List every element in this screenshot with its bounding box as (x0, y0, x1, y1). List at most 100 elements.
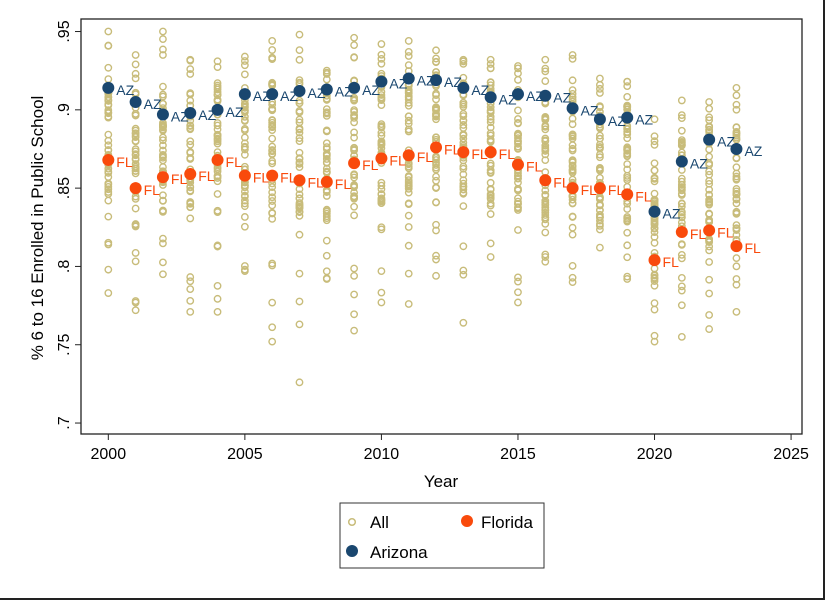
all-point (568, 76, 577, 85)
all-point (650, 277, 659, 285)
all-point (131, 204, 140, 213)
all-point (514, 273, 522, 282)
all-point (705, 185, 714, 194)
all-point (732, 190, 741, 198)
florida-point-label: FL (144, 182, 161, 198)
all-point (159, 239, 167, 248)
all-point (568, 262, 577, 270)
florida-point (320, 175, 333, 188)
all-point (541, 211, 550, 219)
all-point (350, 53, 359, 62)
all-point (159, 163, 167, 171)
florida-point (730, 240, 743, 253)
all-point (677, 126, 686, 135)
florida-point (293, 174, 306, 187)
all-point (131, 126, 140, 135)
all-point (240, 57, 249, 65)
all-point (623, 272, 632, 281)
series-florida: FL FL FL FL FL FL FL FL FL FL FL FL FL FL FL FL FL FL FL FL… (102, 141, 761, 270)
all-point (268, 147, 277, 156)
all-point (104, 265, 113, 274)
all-point (159, 234, 167, 243)
all-point (268, 134, 277, 143)
florida-point (102, 153, 115, 166)
all-point (240, 265, 249, 274)
all-point (459, 121, 468, 129)
florida-point (539, 174, 552, 187)
all-point (186, 137, 195, 146)
all-point (322, 192, 331, 200)
florida-point-label: FL (362, 157, 379, 173)
all-point (623, 275, 632, 283)
all-point (350, 133, 359, 142)
all-point (377, 190, 386, 198)
all-point (104, 63, 113, 72)
all-point (732, 262, 741, 271)
all-point (213, 96, 222, 104)
all-point (213, 83, 222, 92)
florida-point-label: FL (690, 226, 707, 242)
all-point (541, 228, 550, 237)
florida-point-label: FL (553, 174, 570, 190)
all-point (514, 199, 522, 208)
all-point (650, 228, 659, 237)
florida-point (129, 182, 142, 195)
all-point (432, 153, 440, 162)
all-point (295, 211, 304, 220)
all-point (514, 62, 522, 70)
all-point (213, 134, 222, 143)
all-point (677, 186, 686, 195)
all-point (104, 106, 113, 115)
all-point (322, 151, 331, 160)
all-point (732, 100, 741, 109)
all-point (459, 185, 468, 194)
all-point (213, 139, 222, 148)
all-point (623, 160, 632, 169)
all-point (295, 269, 304, 278)
all-point (650, 218, 659, 227)
all-point (623, 92, 632, 101)
all-point (213, 208, 222, 217)
legend-marker-all (347, 517, 357, 527)
x-tick-label: 2020 (637, 446, 673, 463)
all-point (514, 139, 522, 148)
arizona-point-label: AZ (471, 82, 489, 98)
x-tick-label: 2000 (91, 446, 127, 463)
all-point (240, 213, 249, 221)
all-point (322, 112, 331, 120)
all-point (596, 243, 604, 252)
florida-point-label: FL (444, 141, 461, 157)
all-point (377, 122, 386, 130)
all-point (596, 131, 604, 140)
all-point (568, 141, 577, 150)
legend-label-florida: Florida (481, 513, 534, 532)
all-point (432, 271, 440, 280)
legend-marker-florida (461, 515, 473, 527)
all-point (159, 35, 167, 43)
all-point (650, 239, 659, 247)
all-point (432, 103, 440, 112)
arizona-point (293, 85, 306, 98)
all-point (732, 194, 741, 203)
all-point (596, 143, 604, 151)
all-point (623, 217, 632, 226)
all-point (404, 241, 413, 250)
all-point (350, 33, 359, 42)
all-point (104, 240, 113, 249)
all-point (213, 294, 222, 303)
all-point (486, 178, 495, 187)
all-point (568, 93, 577, 102)
y-tick-label: .95 (56, 20, 73, 42)
all-point (541, 114, 550, 122)
all-point (404, 200, 413, 209)
all-point (268, 80, 277, 88)
all-point (404, 269, 413, 278)
all-point (186, 296, 195, 305)
all-point (623, 130, 632, 139)
all-point (541, 200, 550, 209)
all-point (677, 254, 686, 263)
all-point (486, 103, 495, 112)
all-point (459, 112, 468, 121)
